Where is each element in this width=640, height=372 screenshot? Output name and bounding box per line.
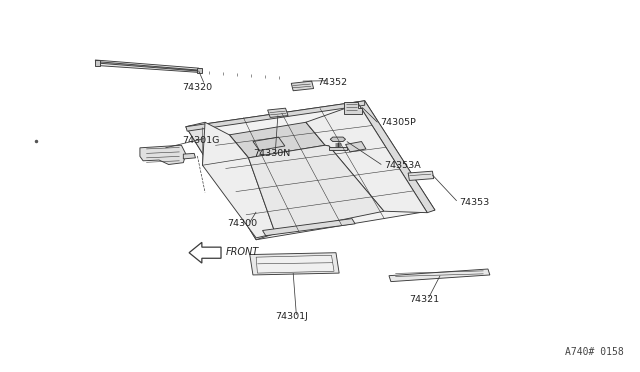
Text: 74301J: 74301J: [275, 312, 308, 321]
Polygon shape: [344, 102, 362, 114]
Text: A740# 0158: A740# 0158: [564, 347, 623, 357]
Text: 74353A: 74353A: [384, 161, 420, 170]
Polygon shape: [202, 122, 275, 238]
Polygon shape: [95, 60, 100, 66]
Text: FRONT: FRONT: [226, 247, 259, 257]
Polygon shape: [95, 60, 202, 73]
Polygon shape: [183, 153, 195, 159]
Polygon shape: [229, 122, 325, 158]
Text: 74352: 74352: [317, 78, 347, 87]
Polygon shape: [189, 242, 221, 263]
Polygon shape: [248, 145, 384, 234]
Polygon shape: [186, 122, 275, 240]
Polygon shape: [186, 101, 435, 240]
Text: 74301G: 74301G: [182, 136, 220, 145]
Polygon shape: [346, 141, 366, 152]
Text: 74300: 74300: [227, 219, 257, 228]
Polygon shape: [140, 145, 186, 164]
Polygon shape: [197, 68, 202, 73]
Text: 74330N: 74330N: [253, 149, 290, 158]
Polygon shape: [253, 137, 285, 150]
Polygon shape: [262, 219, 355, 235]
Polygon shape: [225, 135, 248, 159]
Polygon shape: [408, 171, 434, 180]
Polygon shape: [291, 81, 314, 91]
Polygon shape: [306, 122, 329, 146]
Polygon shape: [306, 104, 428, 213]
Polygon shape: [186, 101, 365, 131]
Text: 74305P: 74305P: [381, 119, 417, 128]
Text: 74353: 74353: [460, 198, 490, 207]
Polygon shape: [100, 62, 198, 71]
Polygon shape: [389, 269, 490, 282]
Polygon shape: [256, 255, 334, 273]
Polygon shape: [358, 101, 435, 213]
Text: 74320: 74320: [182, 83, 213, 92]
Polygon shape: [330, 137, 346, 141]
Polygon shape: [329, 147, 347, 150]
Polygon shape: [250, 253, 339, 275]
Text: 74321: 74321: [410, 295, 440, 304]
Polygon shape: [268, 108, 288, 118]
